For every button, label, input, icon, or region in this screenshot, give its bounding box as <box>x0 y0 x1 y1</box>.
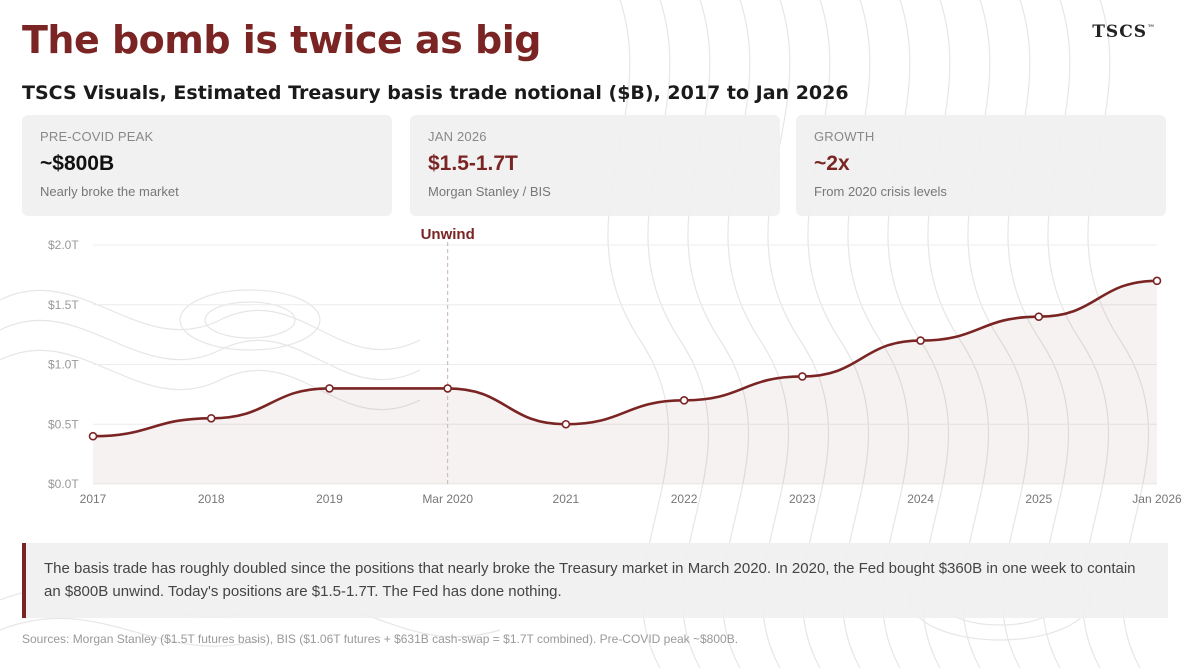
x-tick-label: 2024 <box>907 492 934 506</box>
data-point <box>1034 312 1044 322</box>
kpi-value: $1.5-1.7T <box>428 152 518 175</box>
data-point <box>798 372 807 381</box>
kpi-card-pre-covid-peak: PRE-COVID PEAK ~$800B Nearly broke the m… <box>22 115 392 216</box>
y-tick-label: $0.5T <box>48 417 79 431</box>
y-tick-label: $1.0T <box>48 358 79 372</box>
commentary-text: The basis trade has roughly doubled sinc… <box>44 560 1136 600</box>
annotation-label: Unwind <box>421 226 475 243</box>
kpi-value: ~$800B <box>40 152 115 175</box>
x-tick-label: 2017 <box>80 492 107 506</box>
data-point <box>916 336 925 345</box>
kpi-note: From 2020 crisis levels <box>814 184 947 199</box>
x-tick-label: Mar 2020 <box>422 492 473 506</box>
data-point <box>443 384 452 393</box>
page-subtitle: TSCS Visuals, Estimated Treasury basis t… <box>22 82 849 104</box>
sources-footnote: Sources: Morgan Stanley ($1.5T futures b… <box>22 632 739 646</box>
x-tick-label: 2018 <box>198 492 225 506</box>
line-chart: $0.0T $0.5T $1.0T $1.5T $2.0T 2017 2018 2019 Mar… <box>48 226 1182 506</box>
y-tick-label: $1.5T <box>48 298 79 312</box>
trademark-mark: ™ <box>1147 23 1156 33</box>
data-point <box>325 384 334 393</box>
kpi-label: PRE-COVID PEAK <box>40 129 154 144</box>
area-fill <box>93 280 1157 484</box>
kpi-card-growth: GROWTH ~2x From 2020 crisis levels <box>796 115 1166 216</box>
x-tick-label: 2025 <box>1025 492 1052 506</box>
kpi-label: JAN 2026 <box>428 129 487 144</box>
data-point <box>1152 276 1162 286</box>
y-tick-label: $2.0T <box>48 238 79 252</box>
x-tick-label: 2019 <box>316 492 343 506</box>
kpi-label: GROWTH <box>814 129 875 144</box>
data-point <box>679 396 689 405</box>
data-point <box>88 431 98 441</box>
x-tick-label: 2021 <box>553 492 580 506</box>
x-tick-label: Jan 2026 <box>1132 492 1182 506</box>
x-tick-label: 2023 <box>789 492 816 506</box>
kpi-row: PRE-COVID PEAK ~$800B Nearly broke the m… <box>22 115 1168 216</box>
series-line <box>92 279 1158 438</box>
x-tick-label: 2022 <box>671 492 698 506</box>
data-point <box>561 419 571 429</box>
brand-name: TSCS <box>1092 22 1147 42</box>
y-tick-label: $0.0T <box>48 477 79 491</box>
kpi-note: Nearly broke the market <box>40 184 179 199</box>
kpi-note: Morgan Stanley / BIS <box>428 184 551 199</box>
brand-logo: TSCS™ <box>1092 22 1156 42</box>
commentary-box: The basis trade has roughly doubled sinc… <box>22 543 1168 618</box>
kpi-card-jan-2026: JAN 2026 $1.5-1.7T Morgan Stanley / BIS <box>410 115 780 216</box>
page-title: The bomb is twice as big <box>22 18 541 62</box>
data-point <box>206 413 216 423</box>
kpi-value: ~2x <box>814 152 850 175</box>
